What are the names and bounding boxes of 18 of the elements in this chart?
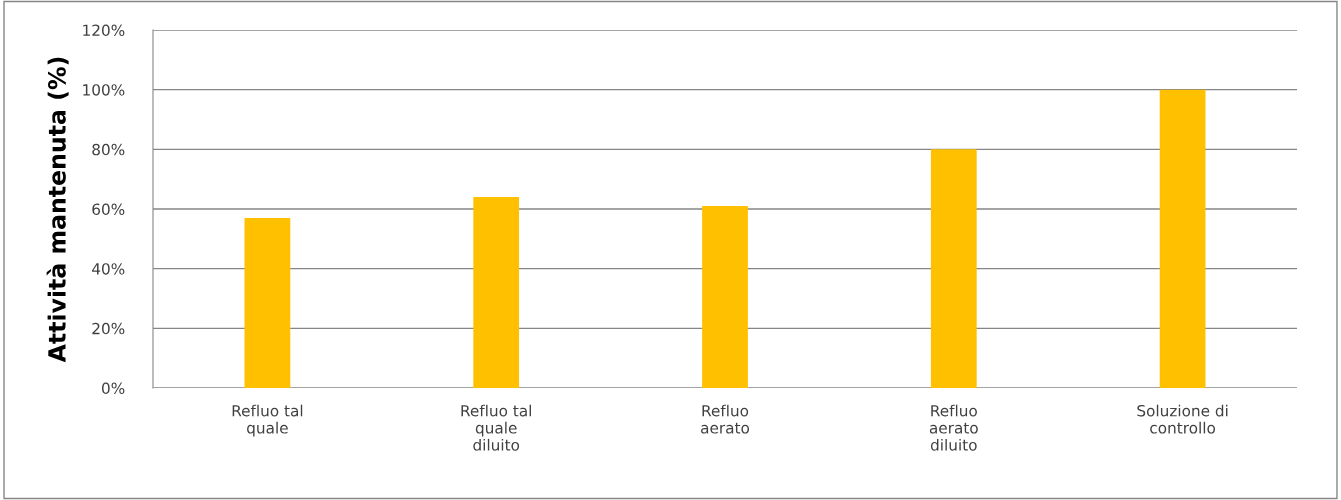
- bar: [1159, 89, 1206, 388]
- y-tick-label: 60%: [92, 203, 125, 216]
- bar: [930, 149, 977, 388]
- y-tick-label: 0%: [101, 382, 125, 395]
- bar: [702, 206, 748, 388]
- x-tick-label: Soluzione di controllo: [1137, 404, 1228, 434]
- y-tick-label: 20%: [92, 322, 125, 335]
- x-tick-label: Refluo aerato diluito: [929, 404, 978, 451]
- y-tick-label: 80%: [92, 143, 125, 156]
- bar: [473, 197, 520, 388]
- y-axis-title: Attività mantenuta (%): [46, 57, 69, 363]
- x-tick-label: Refluo tal quale: [232, 404, 303, 437]
- y-tick-label: 100%: [83, 84, 125, 96]
- y-tick-label: 40%: [92, 263, 125, 275]
- bar: [244, 217, 291, 388]
- x-tick-label: Refluo tal quale diluito: [461, 404, 531, 451]
- y-tick-label: 120%: [83, 24, 125, 37]
- x-tick-label: Refluo aerato: [701, 404, 750, 434]
